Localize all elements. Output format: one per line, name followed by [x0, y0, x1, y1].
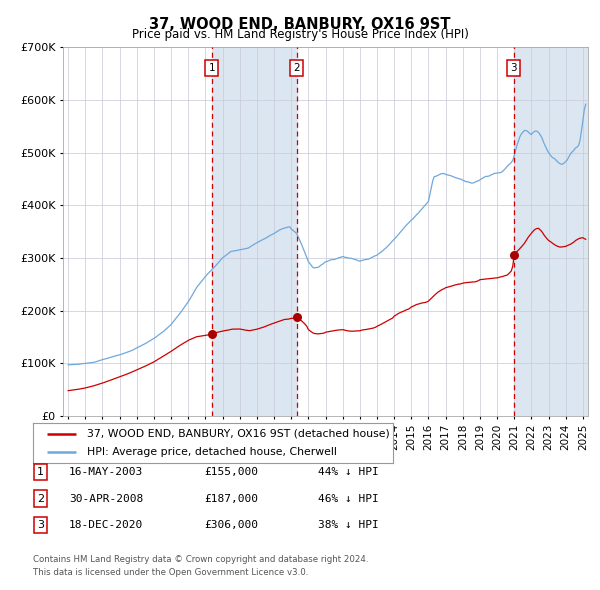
Text: 30-APR-2008: 30-APR-2008 [69, 494, 143, 503]
Bar [514, 47, 600, 416]
Text: HPI: Average price, detached house, Cherwell: HPI: Average price, detached house, Cher… [87, 447, 337, 457]
Text: 16-MAY-2003: 16-MAY-2003 [69, 467, 143, 477]
Text: £155,000: £155,000 [204, 467, 258, 477]
Text: Contains HM Land Registry data © Crown copyright and database right 2024.: Contains HM Land Registry data © Crown c… [33, 555, 368, 563]
Text: 37, WOOD END, BANBURY, OX16 9ST: 37, WOOD END, BANBURY, OX16 9ST [149, 17, 451, 31]
Text: 37, WOOD END, BANBURY, OX16 9ST (detached house): 37, WOOD END, BANBURY, OX16 9ST (detache… [87, 429, 390, 439]
Text: 18-DEC-2020: 18-DEC-2020 [69, 520, 143, 530]
Text: Price paid vs. HM Land Registry's House Price Index (HPI): Price paid vs. HM Land Registry's House … [131, 28, 469, 41]
Text: 1: 1 [37, 467, 44, 477]
Text: 2: 2 [37, 494, 44, 503]
Bar [212, 47, 297, 416]
Text: 3: 3 [37, 520, 44, 530]
Text: 38% ↓ HPI: 38% ↓ HPI [318, 520, 379, 530]
Text: £306,000: £306,000 [204, 520, 258, 530]
Text: 46% ↓ HPI: 46% ↓ HPI [318, 494, 379, 503]
Text: 44% ↓ HPI: 44% ↓ HPI [318, 467, 379, 477]
Text: This data is licensed under the Open Government Licence v3.0.: This data is licensed under the Open Gov… [33, 568, 308, 576]
Text: 1: 1 [208, 63, 215, 73]
Text: 2: 2 [293, 63, 300, 73]
Text: 3: 3 [510, 63, 517, 73]
Text: £187,000: £187,000 [204, 494, 258, 503]
